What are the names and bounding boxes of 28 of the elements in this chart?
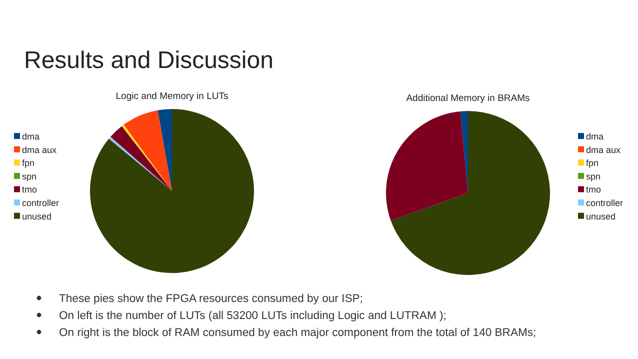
legend-label: tmo [22, 184, 38, 195]
legend-label: spn [586, 171, 601, 182]
legend-label: controller [22, 198, 60, 208]
pie-slice [386, 111, 468, 221]
pie-slice [90, 109, 254, 273]
text: These pies show the FPGA resources consumed by our ISP; [59, 293, 363, 305]
pie-slice [390, 111, 550, 275]
pie-slice [158, 109, 172, 191]
legend-label: unused [22, 211, 52, 222]
legend-label: dma [586, 132, 604, 142]
legend-label: unused [586, 211, 616, 222]
chart-title: Additional Memory in BRAMs [406, 93, 530, 104]
legend-label: fpn [22, 158, 35, 168]
pie-slice [124, 110, 172, 191]
text: On right is the block of RAM consumed by each major component from the total of 140 BRAMs; [59, 327, 536, 339]
text: On left is the number of LUTs (all 53200 LUTs including Logic and LUTRAM ); [59, 310, 446, 322]
pie-slice [460, 111, 468, 193]
legend-label: dma aux [22, 144, 58, 155]
text: Results and Discussion [24, 47, 274, 74]
legend-label: dma [22, 132, 40, 142]
legend-label: controller [586, 198, 624, 208]
legend-label: tmo [586, 184, 602, 195]
legend-label: fpn [586, 158, 599, 168]
pie-slice [108, 136, 172, 191]
pie-slice [110, 126, 172, 191]
legend-label: dma aux [586, 144, 622, 155]
chart-title: Logic and Memory in LUTs [116, 91, 228, 102]
legend-label: spn [22, 171, 37, 182]
